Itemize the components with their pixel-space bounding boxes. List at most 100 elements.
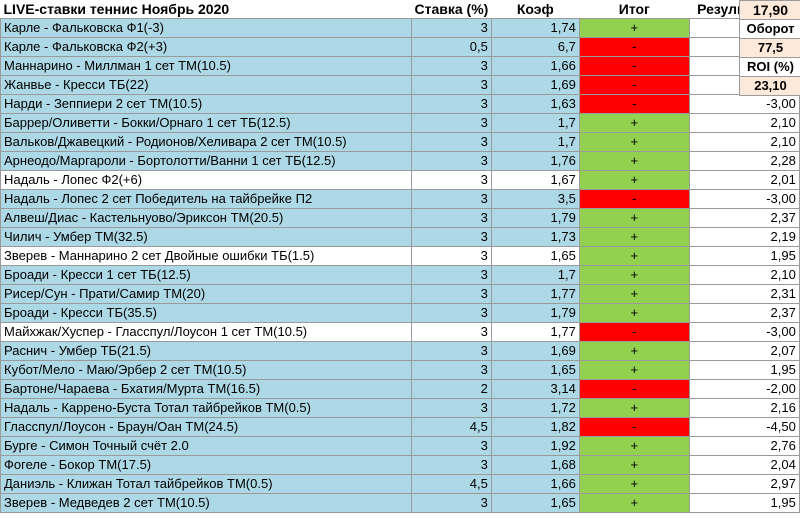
stake-cell[interactable]: 3 [411,113,492,133]
coef-cell[interactable]: 1,74 [490,18,580,38]
result-cell[interactable]: - [578,379,690,399]
coef-cell[interactable]: 1,72 [490,398,580,418]
roi-label[interactable]: ROI (%) [739,57,800,77]
sheet-title[interactable]: LIVE-ставки теннис Ноябрь 2020 [0,0,412,19]
stake-cell[interactable]: 3 [411,94,492,114]
pl-cell[interactable]: 2,10 [688,113,800,133]
pl-cell[interactable]: 2,37 [688,303,800,323]
coef-cell[interactable]: 1,66 [490,56,580,76]
match-cell[interactable]: Даниэль - Клижан Тотал тайбрейков ТМ(0.5… [0,474,412,494]
stake-cell[interactable]: 3 [411,398,492,418]
pl-cell[interactable]: 2,76 [688,436,800,456]
stake-cell[interactable]: 0,5 [411,37,492,57]
stake-cell[interactable]: 4,5 [411,417,492,437]
total-value[interactable]: 17,90 [739,0,800,20]
pl-cell[interactable]: -4,50 [688,417,800,437]
coef-cell[interactable]: 1,77 [490,284,580,304]
coef-cell[interactable]: 1,79 [490,208,580,228]
stake-cell[interactable]: 3 [411,436,492,456]
result-cell[interactable]: - [578,189,690,209]
result-cell[interactable]: + [578,455,690,475]
result-cell[interactable]: + [578,436,690,456]
coef-cell[interactable]: 1,65 [490,246,580,266]
pl-cell[interactable]: 1,95 [688,246,800,266]
pl-cell[interactable]: 2,10 [688,265,800,285]
stake-cell[interactable]: 3 [411,360,492,380]
coef-cell[interactable]: 1,7 [490,132,580,152]
coef-cell[interactable]: 6,7 [490,37,580,57]
result-cell[interactable]: - [578,56,690,76]
stake-cell[interactable]: 3 [411,189,492,209]
coef-cell[interactable]: 1,67 [490,170,580,190]
match-cell[interactable]: Карле - Фальковска Ф2(+3) [0,37,412,57]
coef-cell[interactable]: 1,69 [490,341,580,361]
result-cell[interactable]: + [578,113,690,133]
match-cell[interactable]: Надаль - Лопес Ф2(+6) [0,170,412,190]
coef-cell[interactable]: 1,92 [490,436,580,456]
result-cell[interactable]: - [578,94,690,114]
match-cell[interactable]: Бурге - Симон Точный счёт 2.0 [0,436,412,456]
result-cell[interactable]: + [578,18,690,38]
turnover-value[interactable]: 77,5 [739,38,800,58]
result-cell[interactable]: + [578,208,690,228]
pl-cell[interactable]: 2,10 [688,132,800,152]
result-cell[interactable]: - [578,322,690,342]
coef-cell[interactable]: 1,7 [490,265,580,285]
pl-cell[interactable]: 1,95 [688,360,800,380]
stake-cell[interactable]: 3 [411,151,492,171]
result-cell[interactable]: - [578,75,690,95]
match-cell[interactable]: Зверев - Маннарино 2 сет Двойные ошибки … [0,246,412,266]
stake-cell[interactable]: 3 [411,132,492,152]
turnover-label[interactable]: Оборот [739,19,800,39]
match-cell[interactable]: Арнеодо/Маргароли - Бортолотти/Ванни 1 с… [0,151,412,171]
stake-header[interactable]: Ставка (%) [411,0,492,19]
pl-cell[interactable]: -3,00 [688,94,800,114]
result-cell[interactable]: + [578,170,690,190]
stake-cell[interactable]: 3 [411,322,492,342]
result-header[interactable]: Итог [579,0,690,19]
result-cell[interactable]: + [578,151,690,171]
match-cell[interactable]: Кубот/Мело - Маю/Эрбер 2 сет ТМ(10.5) [0,360,412,380]
coef-cell[interactable]: 1,63 [490,94,580,114]
coef-cell[interactable]: 1,76 [490,151,580,171]
pl-cell[interactable]: 2,97 [688,474,800,494]
pl-cell[interactable]: 2,31 [688,284,800,304]
result-cell[interactable]: + [578,132,690,152]
match-cell[interactable]: Надаль - Лопес 2 сет Победитель на тайбр… [0,189,412,209]
stake-cell[interactable]: 4,5 [411,474,492,494]
stake-cell[interactable]: 3 [411,265,492,285]
coef-cell[interactable]: 1,65 [490,360,580,380]
pl-cell[interactable]: 2,07 [688,341,800,361]
pl-cell[interactable]: 2,19 [688,227,800,247]
result-cell[interactable]: + [578,360,690,380]
match-cell[interactable]: Фогеле - Бокор ТМ(17.5) [0,455,412,475]
stake-cell[interactable]: 3 [411,455,492,475]
match-cell[interactable]: Алвеш/Диас - Кастельнуово/Эриксон ТМ(20.… [0,208,412,228]
stake-cell[interactable]: 3 [411,341,492,361]
match-cell[interactable]: Чилич - Умбер ТМ(32.5) [0,227,412,247]
coef-cell[interactable]: 1,73 [490,227,580,247]
pl-cell[interactable]: -2,00 [688,379,800,399]
match-cell[interactable]: Карле - Фальковска Ф1(-3) [0,18,412,38]
coef-header[interactable]: Коэф [491,0,580,19]
match-cell[interactable]: Майхжак/Хуспер - Гласспул/Лоусон 1 сет Т… [0,322,412,342]
match-cell[interactable]: Гласспул/Лоусон - Браун/Оан ТМ(24.5) [0,417,412,437]
match-cell[interactable]: Рисер/Сун - Прати/Самир ТМ(20) [0,284,412,304]
stake-cell[interactable]: 3 [411,284,492,304]
pl-cell[interactable]: -3,00 [688,189,800,209]
result-cell[interactable]: + [578,227,690,247]
pl-cell[interactable]: 1,95 [688,493,800,513]
coef-cell[interactable]: 1,66 [490,474,580,494]
stake-cell[interactable]: 3 [411,208,492,228]
result-cell[interactable]: + [578,284,690,304]
coef-cell[interactable]: 1,82 [490,417,580,437]
match-cell[interactable]: Надаль - Каррено-Буста Тотал тайбрейков … [0,398,412,418]
match-cell[interactable]: Баррер/Оливетти - Бокки/Орнаго 1 сет ТБ(… [0,113,412,133]
stake-cell[interactable]: 2 [411,379,492,399]
match-cell[interactable]: Жанвье - Кресси ТБ(22) [0,75,412,95]
pl-cell[interactable]: -3,00 [688,322,800,342]
coef-cell[interactable]: 3,5 [490,189,580,209]
result-cell[interactable]: - [578,37,690,57]
result-cell[interactable]: + [578,474,690,494]
pl-cell[interactable]: 2,37 [688,208,800,228]
